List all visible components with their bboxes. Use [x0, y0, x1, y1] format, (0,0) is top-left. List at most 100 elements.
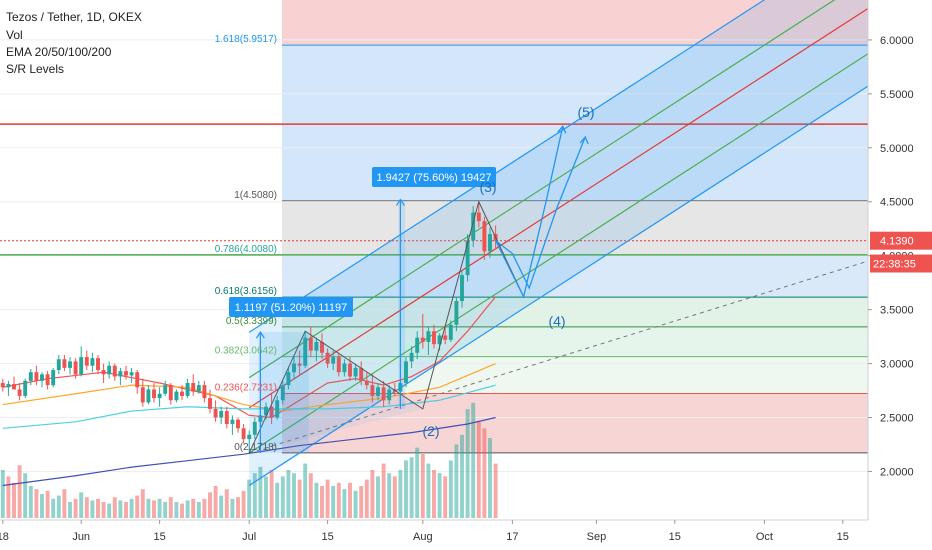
price-tick-label-6: 3.0000 [880, 359, 914, 371]
volume-bar-1 [6, 476, 11, 518]
measure-label-1: 1.9427 (75.60%) 19427 [377, 172, 492, 184]
volume-bar-47 [264, 476, 268, 518]
price-tick-label-8: 2.0000 [880, 466, 914, 478]
candle-body [28, 372, 33, 381]
trendline-dashed[interactable] [249, 260, 869, 454]
candle-73 [409, 346, 414, 368]
drawings[interactable]: 1.1197 (51.20%) 11197 1.9427 (75.60%) 194… [229, 104, 595, 454]
candle-body [90, 358, 95, 366]
fib-band-3 [282, 254, 868, 298]
time-tick-label-0: 18 [0, 531, 9, 543]
candle-body [471, 212, 476, 241]
candle-body [23, 380, 28, 396]
volume-bar-83 [465, 409, 470, 518]
symbol-title[interactable]: Tezos / Tether, 1D, OKEX [6, 10, 142, 24]
candle-body [68, 361, 72, 368]
volume-bar-86 [482, 428, 487, 518]
volume-bar-78 [437, 473, 442, 518]
measure-arrowhead-0 [255, 331, 265, 339]
candle-body [96, 358, 100, 371]
candle-49 [275, 395, 280, 420]
candle-84 [471, 206, 476, 248]
volume-bar-11 [62, 489, 67, 518]
volume-bar-4 [23, 473, 28, 518]
volume-bar-6 [34, 489, 39, 518]
candle-26 [146, 385, 151, 405]
countdown-label: 22:38:35 [873, 259, 916, 271]
candle-33 [185, 378, 190, 399]
candle-23 [129, 367, 134, 383]
price-tick-label-2: 5.0000 [880, 143, 914, 155]
candle-body [146, 389, 151, 403]
volume-bar-76 [426, 463, 431, 518]
projection-arrowhead-0 [557, 124, 567, 134]
candle-body [191, 382, 196, 392]
volume-bar-67 [376, 476, 380, 518]
channel-line-2[interactable] [248, 7, 869, 409]
time-tick-label-3: Jul [242, 531, 256, 543]
candle-39 [219, 406, 224, 424]
chart-header: Tezos / Tether, 1D, OKEX Vol EMA 20/50/1… [6, 10, 142, 76]
channel-line-0[interactable] [248, 0, 868, 333]
candle-body [118, 371, 123, 377]
candle-body [353, 367, 358, 377]
price-badge-label: 4.1390 [880, 236, 914, 248]
wave-label-3: (5) [577, 104, 594, 120]
candle-body [370, 385, 375, 396]
volume-bar-26 [146, 498, 151, 518]
candle-25 [140, 378, 145, 407]
channel-line-4[interactable] [248, 85, 869, 486]
volume-bar-88 [493, 463, 498, 518]
candle-body [12, 384, 16, 390]
projection-path-1[interactable] [495, 126, 564, 299]
volume-bar-42 [236, 497, 240, 518]
volume-bar-52 [292, 473, 296, 518]
volume-bar-2 [12, 482, 16, 518]
volume-bar-46 [258, 466, 263, 518]
candle-body [488, 234, 492, 252]
candle-85 [476, 201, 481, 228]
indicator-ema[interactable]: EMA 20/50/100/200 [6, 45, 112, 59]
candle-body [426, 331, 431, 342]
indicator-sr-levels[interactable]: S/R Levels [6, 62, 64, 76]
candle-35 [196, 380, 201, 394]
candle-36 [202, 380, 207, 403]
price-tick-label-7: 2.5000 [880, 413, 914, 425]
volume-bar-8 [45, 490, 50, 518]
volume-bar-10 [56, 495, 61, 518]
candle-body [51, 370, 56, 386]
candle-28 [157, 387, 162, 407]
price-badge[interactable] [870, 231, 932, 250]
candle-31 [174, 389, 179, 403]
fib-label-5: 0.382(3.0642) [215, 346, 277, 357]
time-tick-label-10: 15 [837, 531, 849, 543]
candle-86 [482, 216, 487, 260]
candle-body [129, 372, 134, 376]
volume-bar-48 [269, 470, 274, 518]
volume-bar-36 [202, 498, 207, 518]
volume-bar-37 [208, 492, 212, 518]
candle-body [135, 372, 140, 388]
channel-line-3[interactable] [248, 53, 869, 454]
candle-3 [17, 382, 22, 401]
projection-path-2[interactable] [495, 136, 586, 290]
candle-body [420, 337, 425, 342]
candle-40 [224, 406, 229, 429]
wave-zigzag[interactable] [248, 200, 525, 454]
candle-82 [460, 270, 464, 308]
measure-label-bg-1 [372, 167, 496, 187]
candle-body [415, 337, 420, 353]
candle-74 [415, 331, 420, 360]
candle-body [174, 391, 179, 401]
countdown-badge [870, 254, 932, 273]
candle-body [404, 361, 408, 383]
candle-body [124, 371, 128, 376]
candle-80 [448, 320, 453, 342]
fib-band-5 [282, 326, 868, 357]
price-axis[interactable]: 6.00005.50005.00004.50004.00003.50003.00… [867, 0, 932, 550]
time-axis[interactable]: 18 Jun 15 Jul 15 Aug 17 Sep 15 Oct 15 [0, 519, 932, 550]
candle-0 [0, 378, 5, 392]
indicator-vol[interactable]: Vol [6, 28, 23, 42]
candle-body [359, 367, 364, 381]
